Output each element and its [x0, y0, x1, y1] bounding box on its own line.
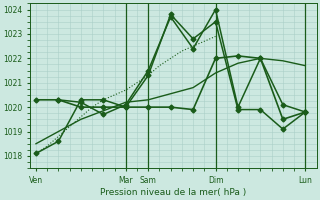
X-axis label: Pression niveau de la mer( hPa ): Pression niveau de la mer( hPa )	[100, 188, 247, 197]
